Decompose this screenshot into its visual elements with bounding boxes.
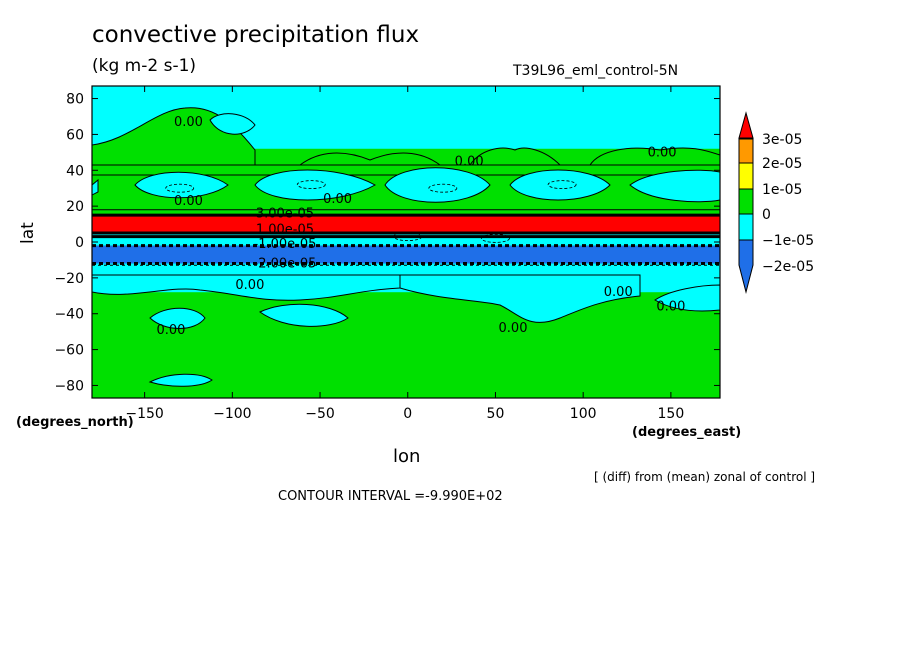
contour-region — [92, 178, 99, 196]
contour-label: 0.00 — [235, 278, 264, 293]
colorbar-swatch — [738, 213, 754, 241]
y-tick-label: −60 — [54, 343, 84, 359]
contour-label: 0.00 — [455, 154, 484, 169]
negative-contour-loop — [393, 232, 423, 242]
contour-region — [399, 274, 641, 323]
negative-contour-loop — [481, 234, 510, 243]
colorbar-swatch — [738, 162, 754, 190]
contour-label: 0.00 — [174, 194, 203, 209]
colorbar-swatch — [738, 138, 754, 164]
contour-label: 0.00 — [648, 145, 677, 160]
contour-region — [509, 169, 611, 201]
chart-title: convective precipitation flux — [92, 22, 420, 48]
contour-region — [149, 307, 206, 329]
y-tick-label: −20 — [54, 271, 84, 287]
colorbar-label: 1e-05 — [762, 182, 802, 198]
contour-region — [469, 147, 562, 166]
contour-region — [384, 167, 491, 203]
diff-note: [ (diff) from (mean) zonal of control ] — [594, 470, 816, 484]
colorbar-swatch — [738, 239, 754, 294]
colorbar-swatch — [738, 188, 754, 215]
y-units-note: (degrees_north) — [16, 415, 134, 430]
contour-region — [298, 152, 442, 166]
contour-region — [259, 303, 349, 327]
contour-interval-note: CONTOUR INTERVAL =-9.990E+02 — [278, 489, 503, 504]
contour-label: -1.00e-05 — [254, 237, 317, 252]
colorbar-label: 3e-05 — [762, 132, 802, 148]
contour-region — [629, 169, 720, 203]
y-tick-label: 0 — [75, 235, 84, 251]
contour-region — [134, 171, 229, 199]
contour-label: 0.00 — [174, 115, 203, 130]
contour-region — [254, 169, 377, 201]
negative-contour-loop — [165, 183, 195, 193]
colorbar: 3e-05 2e-05 1e-05 0 −1e-05 −2e-05 — [738, 111, 814, 294]
colorbar-swatch — [738, 111, 754, 139]
y-tick-label: 20 — [66, 199, 84, 215]
x-tick-label: 0 — [403, 406, 412, 422]
x-axis-label: lon — [393, 446, 421, 467]
contour-label: 0.00 — [656, 300, 685, 315]
plot-area: 0.00 0.00 0.00 0.00 0.00 0.00 0.00 0.00 0.00 0.00… — [92, 86, 720, 398]
axes: −150 −100 −50 0 50 100 150 80 60 40 20 0 −20 −40 −60 −8… — [54, 86, 720, 422]
negative-contour-loop — [547, 180, 577, 190]
colorbar-label: −2e-05 — [762, 259, 814, 275]
x-tick-label: 150 — [658, 406, 685, 422]
x-tick-label: −150 — [125, 406, 163, 422]
contour-region — [148, 373, 213, 387]
x-tick-label: 50 — [487, 406, 505, 422]
contour-region — [92, 274, 401, 301]
y-tick-label: 60 — [66, 127, 84, 143]
y-tick-label: 80 — [66, 92, 84, 108]
y-tick-label: 40 — [66, 163, 84, 179]
contour-label: -2.00e-05 — [254, 257, 317, 272]
contour-label: 0.00 — [604, 285, 633, 300]
contour-region — [589, 147, 720, 166]
negative-contour-loop — [428, 183, 458, 193]
zonal-band — [92, 245, 720, 264]
chart-units: (kg m-2 s-1) — [92, 56, 197, 76]
colorbar-label: 2e-05 — [762, 156, 802, 172]
contour-label: 0.00 — [499, 321, 528, 336]
zonal-band — [92, 215, 720, 234]
zonal-band — [92, 233, 720, 237]
y-tick-label: −40 — [54, 307, 84, 323]
run-label: T39L96_eml_control-5N — [513, 63, 679, 79]
contour-region — [209, 113, 256, 135]
colorbar-label: 0 — [762, 207, 771, 223]
x-tick-label: −50 — [305, 406, 335, 422]
x-tick-label: 100 — [570, 406, 597, 422]
contour-label: 1.00e-05 — [256, 222, 314, 237]
y-tick-label: −80 — [54, 378, 84, 394]
x-tick-label: −100 — [213, 406, 251, 422]
zonal-band — [92, 236, 720, 246]
x-units-note: (degrees_east) — [632, 425, 742, 440]
contour-region — [654, 284, 720, 312]
contour-label: 0.00 — [156, 323, 185, 338]
colorbar-label: −1e-05 — [762, 233, 814, 249]
negative-contour-loop — [296, 180, 326, 190]
zonal-band — [92, 209, 720, 216]
contour-label: 0.00 — [323, 192, 352, 207]
contour-label: 3.00e-05 — [256, 206, 314, 221]
